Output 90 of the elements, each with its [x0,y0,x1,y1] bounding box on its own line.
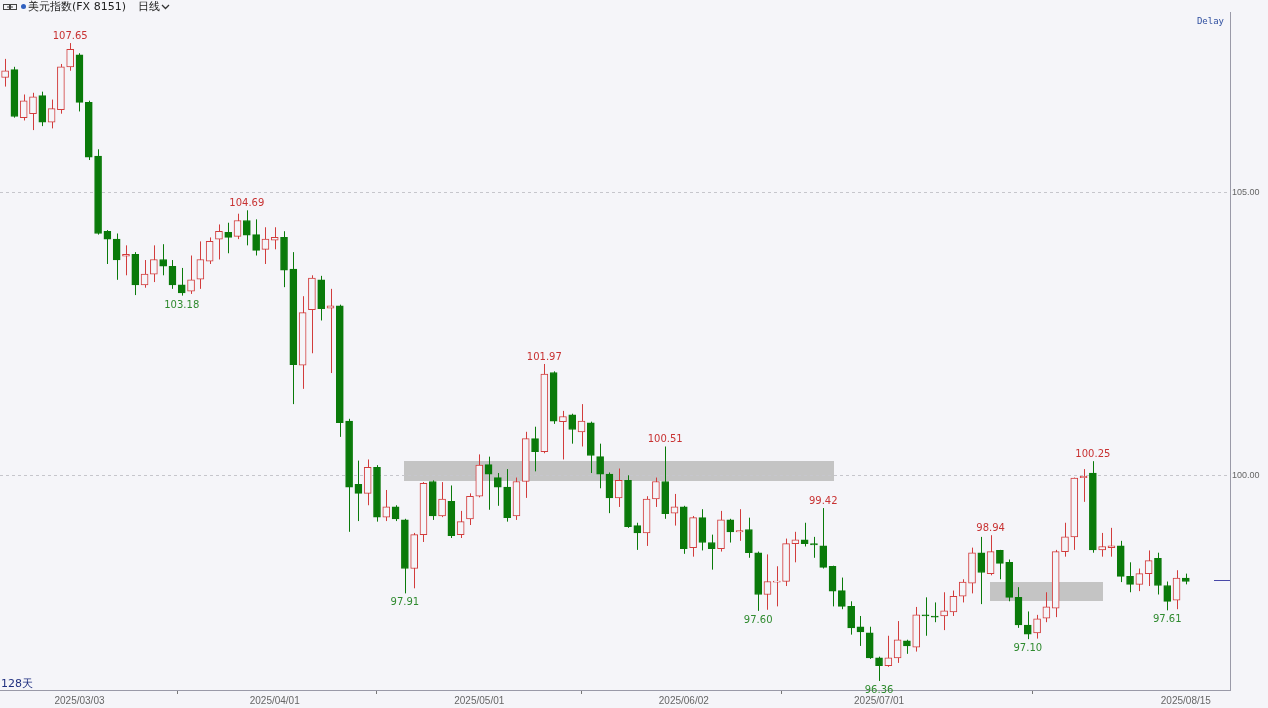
candlestick [1144,549,1153,587]
candlestick [354,460,363,522]
candlestick [112,232,121,281]
candlestick [977,536,986,605]
candlestick [1,58,9,88]
candlestick [122,244,130,276]
candlestick [884,635,893,668]
candlestick [494,472,502,507]
candlestick [865,626,874,660]
annotation: 97.60 [743,613,773,625]
candlestick [531,426,539,472]
candlestick [735,508,744,542]
candlestick [819,507,828,570]
candlestick [810,536,818,559]
chart-title: 美元指数(FX 8151) [28,0,126,14]
candlestick [1033,614,1041,640]
candlestick [261,226,270,265]
candlestick [1126,561,1134,593]
candlestick [177,267,186,297]
candlestick [875,656,883,682]
candlestick [159,243,167,276]
candlestick [29,92,37,131]
annotation: 97.10 [1013,642,1043,654]
candlestick [270,226,279,250]
candlestick [438,481,446,518]
candlestick [745,517,753,559]
candlestick [930,601,939,623]
candlestick [150,244,158,283]
candlestick [707,534,716,571]
y-tick-label: 105.00 [1232,187,1260,198]
candlestick [791,531,800,563]
candlestick [466,492,474,526]
x-tick-label: 2025/07/01 [854,694,905,706]
candlestick [652,477,660,508]
annotation: 128天 [1,677,33,690]
candlestick [326,288,335,374]
annotation: 107.65 [52,30,88,42]
x-tick-label: 2025/03/03 [54,694,105,706]
candlestick [1061,522,1069,558]
candlestick [456,510,465,539]
annotation: 97.61 [1152,613,1182,625]
annotation: 98.94 [976,522,1005,534]
candlestick [47,99,56,129]
candlestick [633,522,642,551]
candlestick [800,522,809,547]
candlestick [382,489,391,522]
candlestick [921,596,930,637]
annotation: 104.69 [229,197,265,209]
annotation: 99.42 [808,495,838,507]
candlestick [614,468,623,508]
candlestick [1107,527,1116,558]
candlestick [958,578,967,603]
x-tick-label: 2025/06/02 [658,694,710,706]
candlestick [568,413,577,445]
candlestick [1163,581,1172,611]
annotation: 101.97 [526,350,562,362]
x-tick-label: 2025/04/01 [249,694,301,706]
candlestick [224,222,233,254]
x-tick-label: 2025/08/15 [1160,694,1212,706]
candlestick [856,615,865,647]
candlestick [252,218,260,257]
candlestick [838,577,846,610]
candlestick [187,255,195,295]
candlestick [196,240,205,290]
candlestick [484,456,493,511]
y-tick-label: 100.00 [1232,469,1260,480]
text: Delay [1196,16,1225,26]
annotation: 100.51 [647,433,683,445]
candlestick [215,223,223,260]
annotation: 96.36 [864,683,894,695]
candlestick [996,549,1004,580]
candlestick [19,93,28,121]
candlestick [1135,568,1144,592]
annotation: 97.91 [390,596,420,608]
candlestick [233,213,242,240]
candlestick [243,209,251,246]
candlestick [847,600,855,636]
chart-subtitle: 日线 [137,0,160,14]
candlestick [698,508,707,551]
candlestick [763,553,772,611]
x-tick-label: 2025/05/01 [454,694,505,706]
candlestick [596,443,604,489]
candlestick [66,42,75,72]
candlestick [559,410,567,460]
candlestick [772,565,781,607]
candlestick [986,534,995,576]
annotation: 103.18 [164,298,200,310]
annotation: 100.25 [1075,448,1111,460]
candlestick [1023,610,1032,640]
candlestick [1098,532,1106,558]
